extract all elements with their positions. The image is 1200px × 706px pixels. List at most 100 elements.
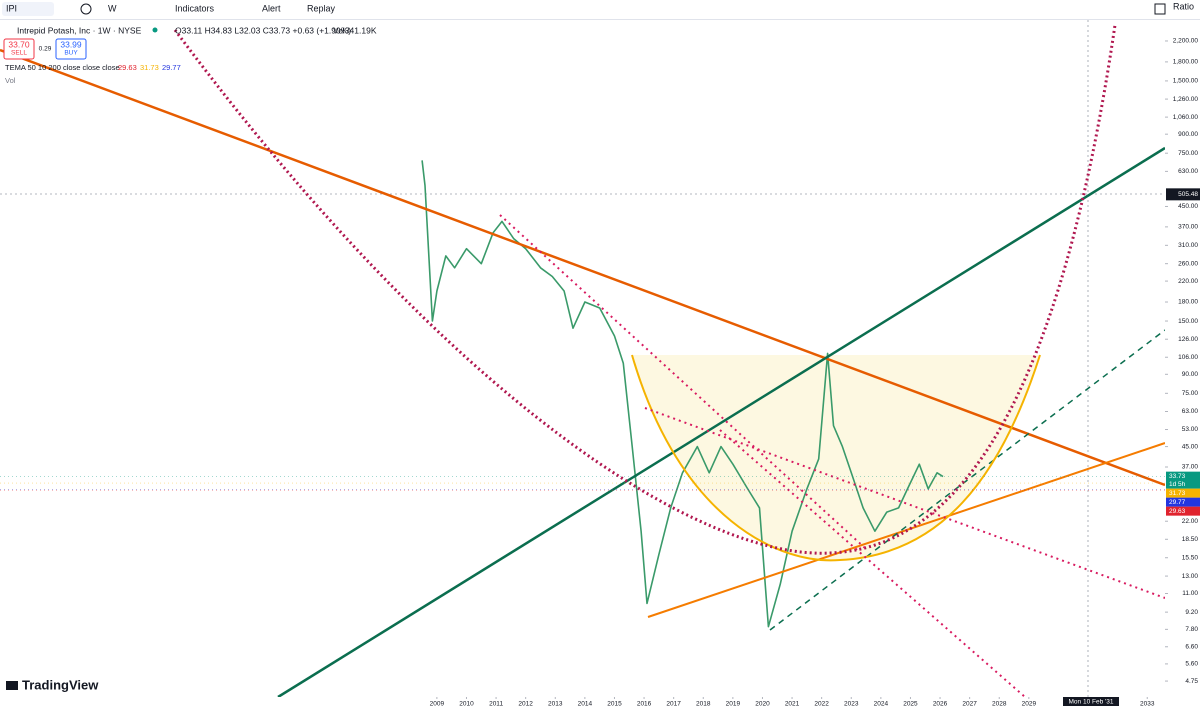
y-tick-label: 900.00 bbox=[1178, 131, 1198, 138]
buy-price[interactable]: 33.99 bbox=[60, 39, 82, 49]
x-tick-label: 2014 bbox=[578, 701, 593, 706]
x-tick-label: 2026 bbox=[933, 701, 948, 706]
x-tick-label: 2016 bbox=[637, 701, 652, 706]
tema-value: 31.73 bbox=[140, 63, 159, 72]
x-tick-label: 2020 bbox=[755, 701, 770, 706]
cup-curve bbox=[631, 354, 1041, 562]
y-tick-label: 310.00 bbox=[1178, 242, 1198, 249]
y-tick-label: 1,800.00 bbox=[1173, 59, 1199, 66]
price-badge bbox=[1166, 488, 1200, 498]
sell-label[interactable]: SELL bbox=[11, 50, 27, 57]
tema-label: TEMA 50 10 200 close close close bbox=[5, 63, 120, 72]
sell-button[interactable] bbox=[3, 38, 35, 60]
y-tick-label: 220.00 bbox=[1178, 278, 1198, 285]
sell-price[interactable]: 33.70 bbox=[8, 39, 30, 49]
replay[interactable]: Replay bbox=[307, 3, 336, 13]
price-badge-label: 29.77 bbox=[1169, 499, 1186, 506]
status-dot bbox=[152, 27, 158, 33]
toolbar bbox=[0, 0, 1200, 19]
price-axis bbox=[1165, 20, 1200, 706]
arc-curve bbox=[173, 24, 1117, 555]
dotted-line bbox=[644, 407, 1166, 599]
time-axis bbox=[0, 697, 1165, 706]
buy-label[interactable]: BUY bbox=[64, 50, 78, 57]
ratio-checkbox[interactable] bbox=[1154, 3, 1166, 15]
trend-line bbox=[277, 146, 1166, 699]
y-tick-label: 75.00 bbox=[1182, 390, 1199, 397]
x-tick-label: 2023 bbox=[844, 701, 859, 706]
crosshair-x-badge bbox=[1063, 697, 1120, 706]
y-tick-label: 1,500.00 bbox=[1173, 78, 1199, 85]
countdown: 1d 5h bbox=[1169, 481, 1186, 488]
cup-area bbox=[632, 355, 1040, 561]
x-tick-label: 2009 bbox=[430, 701, 445, 706]
buy-button[interactable] bbox=[55, 38, 87, 60]
price-badge bbox=[1166, 497, 1200, 507]
y-tick-label: 126.00 bbox=[1178, 336, 1198, 343]
x-tick-label: 2013 bbox=[548, 701, 563, 706]
ratio[interactable]: Ratio bbox=[1173, 1, 1194, 11]
x-tick-label: 2010 bbox=[459, 701, 474, 706]
x-tick-label: 2012 bbox=[518, 701, 533, 706]
y-tick-label: 13.00 bbox=[1182, 573, 1199, 580]
x-tick-label: 2027 bbox=[962, 701, 977, 706]
price-badge-label: 29.63 bbox=[1169, 508, 1186, 515]
symbol[interactable]: IPI bbox=[6, 3, 17, 13]
trend-line bbox=[0, 48, 1166, 487]
y-tick-label: 6.60 bbox=[1185, 643, 1198, 650]
legend-volume: Vol341.19K bbox=[333, 25, 377, 35]
y-tick-label: 4.75 bbox=[1185, 678, 1198, 685]
y-tick-label: 630.00 bbox=[1178, 168, 1198, 175]
x-tick-label: 2029 bbox=[1022, 701, 1037, 706]
y-tick-label: 180.00 bbox=[1178, 299, 1198, 306]
y-tick-label: 9.20 bbox=[1185, 609, 1198, 616]
y-tick-label: 90.00 bbox=[1182, 371, 1199, 378]
y-tick-label: 370.00 bbox=[1178, 224, 1198, 231]
y-tick-label: 150.00 bbox=[1178, 318, 1198, 325]
dotted-line bbox=[499, 214, 866, 549]
price-badge-label: 31.73 bbox=[1169, 490, 1186, 497]
x-tick-label: 2019 bbox=[726, 701, 741, 706]
crosshair-y-label: 505.48 bbox=[1178, 191, 1198, 198]
y-tick-label: 63.00 bbox=[1182, 408, 1199, 415]
crosshair-x-label: Mon 10 Feb '31 bbox=[1069, 699, 1114, 706]
add-button[interactable] bbox=[80, 3, 92, 15]
x-tick-label: 2021 bbox=[785, 701, 800, 706]
interval[interactable]: W bbox=[108, 3, 117, 13]
vol-label: Vol bbox=[5, 76, 16, 85]
x-tick-label: 2018 bbox=[696, 701, 711, 706]
branding: TradingView bbox=[22, 677, 99, 692]
alert[interactable]: Alert bbox=[262, 3, 281, 13]
crosshair-y-badge bbox=[1166, 188, 1200, 201]
y-tick-label: 1,060.00 bbox=[1173, 114, 1199, 121]
legend-title: Intrepid Potash, Inc · 1W · NYSE bbox=[17, 25, 142, 35]
y-tick-label: 7.80 bbox=[1185, 626, 1198, 633]
legend-ohlc: O33.11 H34.83 L32.03 C33.73 +0.63 (+1.90… bbox=[175, 25, 351, 35]
price-badge bbox=[1166, 471, 1200, 489]
y-tick-label: 11.00 bbox=[1182, 590, 1198, 597]
x-tick-label: 2015 bbox=[607, 701, 622, 706]
y-tick-label: 750.00 bbox=[1178, 150, 1198, 157]
y-tick-label: 45.00 bbox=[1182, 443, 1199, 450]
trend-line bbox=[769, 329, 1166, 631]
x-tick-label: 2011 bbox=[489, 701, 503, 706]
y-tick-label: 22.00 bbox=[1182, 518, 1199, 525]
x-tick-label: 2017 bbox=[666, 701, 681, 706]
y-tick-label: 260.00 bbox=[1178, 260, 1198, 267]
indicators[interactable]: Indicators bbox=[175, 3, 215, 13]
x-tick-label: 2028 bbox=[992, 701, 1007, 706]
tema-value: 29.77 bbox=[162, 63, 181, 72]
y-tick-label: 15.50 bbox=[1182, 554, 1199, 561]
dotted-line bbox=[719, 429, 1026, 698]
price-badge bbox=[1166, 506, 1200, 516]
tema-value: 29.63 bbox=[118, 63, 137, 72]
y-tick-label: 53.00 bbox=[1182, 426, 1199, 433]
x-tick-label: 2022 bbox=[814, 701, 829, 706]
y-tick-label: 106.00 bbox=[1178, 354, 1198, 361]
spread: 0.29 bbox=[39, 46, 52, 53]
x-tick-label: 2024 bbox=[874, 701, 889, 706]
x-tick-label: 2033 bbox=[1140, 701, 1155, 706]
y-tick-label: 450.00 bbox=[1178, 203, 1198, 210]
symbol-box[interactable] bbox=[2, 2, 54, 16]
